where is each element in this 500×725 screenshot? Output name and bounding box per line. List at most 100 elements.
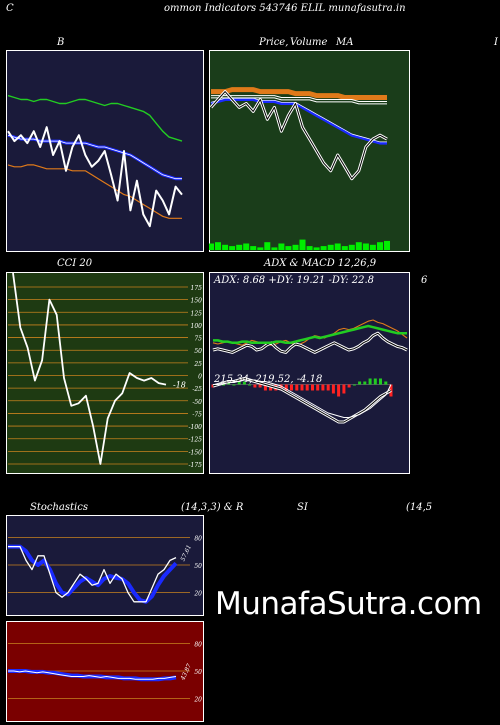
macd-histogram-bar bbox=[305, 384, 309, 391]
cci-tick-label: -125 bbox=[189, 437, 203, 444]
page-title: ommon Indicators 543746 ELIL munafasutra… bbox=[164, 3, 406, 14]
price-line-inner bbox=[210, 91, 388, 180]
volume-bar bbox=[306, 246, 313, 250]
cci-tick-label: 0 bbox=[198, 374, 202, 381]
cci-tick-label: 75 bbox=[194, 336, 202, 343]
macd-histogram-bar bbox=[284, 384, 288, 391]
rsi-tick-label: 50 bbox=[194, 669, 202, 676]
stoch-panel: 80 50 20 57.61 bbox=[6, 515, 204, 616]
volume-bar bbox=[215, 242, 221, 250]
cci-title: CCI 20 bbox=[57, 258, 93, 269]
volume-bar bbox=[285, 246, 292, 250]
cci-tick-label: -150 bbox=[189, 449, 203, 456]
watermark: MunafaSutra.com bbox=[215, 586, 482, 622]
cci-panel: 175 150 125 100 75 50 25 0 -25 -50 -75 -100 -125 -150… bbox=[6, 272, 204, 474]
cci-tick-label: 100 bbox=[191, 323, 203, 330]
stoch-params: (14,3,3) & R bbox=[181, 502, 244, 513]
macd-histogram-bar bbox=[253, 384, 257, 388]
volume-bar bbox=[250, 246, 257, 250]
volume-bar bbox=[257, 247, 264, 250]
volume-bar bbox=[320, 246, 327, 250]
volume-bar bbox=[348, 244, 355, 250]
rsi-tick-label: 80 bbox=[194, 641, 202, 648]
adx-macd-chart bbox=[209, 272, 410, 474]
cci-tick-label: 150 bbox=[191, 298, 203, 305]
cci-tick-label: 125 bbox=[191, 310, 203, 317]
rsi-title: SI bbox=[297, 502, 308, 513]
stoch-tick-label: 80 bbox=[194, 535, 202, 542]
macd-histogram-bar bbox=[237, 381, 241, 385]
macd-histogram-bar bbox=[347, 384, 351, 388]
header-left-letter: C bbox=[6, 3, 14, 14]
price-bg bbox=[209, 50, 410, 252]
adx-values: ADX: 8.68 +DY: 19.21 -DY: 22.8 bbox=[214, 275, 375, 286]
adx-line bbox=[213, 324, 407, 345]
macd-histogram-bar bbox=[384, 381, 388, 385]
cci-tick-label: -25 bbox=[192, 386, 202, 393]
cci-tick-label: 175 bbox=[191, 285, 203, 292]
cci-line bbox=[12, 272, 167, 465]
macd-histogram-bar bbox=[295, 384, 299, 391]
macd-histogram-bar bbox=[337, 384, 341, 397]
macd-histogram-bar bbox=[263, 384, 267, 391]
macd-histogram-bar bbox=[258, 384, 262, 388]
stoch-d-line bbox=[8, 544, 178, 604]
macd-histogram-bar bbox=[373, 378, 377, 385]
macd-histogram-bar bbox=[331, 384, 335, 394]
volume-bar bbox=[278, 243, 285, 250]
volume-bar bbox=[334, 243, 341, 250]
macd-histogram-bar bbox=[248, 384, 252, 386]
macd-histogram-bar bbox=[290, 384, 293, 391]
adx-panel bbox=[209, 272, 410, 474]
macd-histogram-bar bbox=[316, 384, 320, 391]
volume-bar bbox=[327, 244, 334, 250]
volume-bar bbox=[355, 242, 362, 250]
volume-bar bbox=[222, 244, 229, 250]
volume-bar bbox=[313, 247, 320, 250]
stoch-tick-label: 50 bbox=[194, 563, 202, 570]
cci-chart: 175 150 125 100 75 50 25 0 -25 -50 -75 -100 -125 -150… bbox=[6, 272, 204, 474]
macd-line-inner bbox=[212, 378, 392, 423]
cci-tick-label: -100 bbox=[189, 424, 203, 431]
volume-bar bbox=[209, 243, 214, 250]
cci-tick-label: -175 bbox=[189, 462, 203, 469]
adx-title: ADX & MACD 12,26,9 bbox=[264, 258, 377, 269]
macd-histogram-bar bbox=[363, 381, 367, 385]
price-chart bbox=[209, 50, 410, 252]
volume-bar bbox=[341, 246, 348, 250]
cut-label: I bbox=[494, 37, 498, 48]
cci-tick-label: -75 bbox=[192, 411, 202, 418]
rsi-params: (14,5 bbox=[406, 502, 433, 513]
stoch-k-line bbox=[8, 545, 177, 603]
macd-histogram-bar bbox=[321, 384, 325, 391]
macd-histogram-bar bbox=[368, 378, 372, 385]
volume-bar bbox=[362, 243, 369, 250]
right-six: 6 bbox=[421, 275, 428, 286]
volume-title: Volume bbox=[290, 37, 328, 48]
volume-bar bbox=[243, 243, 250, 250]
price-ma-fast-core bbox=[210, 97, 387, 143]
rsi-tick-label: 20 bbox=[193, 697, 202, 704]
macd-histogram-bar bbox=[222, 384, 225, 386]
stoch-title: Stochastics bbox=[30, 502, 88, 513]
price-title: Price, bbox=[259, 37, 289, 48]
macd-histogram-bar bbox=[379, 378, 382, 385]
price-ma-mid2 bbox=[211, 97, 387, 105]
bb-upper-band bbox=[7, 94, 183, 142]
macd-values: 215.34, 219.52, -4.18 bbox=[214, 374, 323, 385]
price-ma-mid bbox=[211, 95, 387, 102]
volume-bar bbox=[264, 242, 271, 250]
macd-histogram-bar bbox=[326, 384, 330, 391]
volume-bar bbox=[377, 242, 383, 250]
ma-title: MA bbox=[336, 37, 354, 48]
macd-histogram-bar bbox=[311, 384, 314, 391]
volume-bar bbox=[369, 244, 376, 250]
price-ma-slow bbox=[211, 87, 387, 100]
bollinger-chart bbox=[6, 50, 204, 252]
rsi-line bbox=[8, 670, 177, 680]
cci-tick-label: 50 bbox=[194, 348, 202, 355]
macd-signal-line bbox=[213, 379, 392, 418]
cci-bg bbox=[6, 272, 204, 474]
macd-histogram-bar bbox=[242, 381, 246, 385]
